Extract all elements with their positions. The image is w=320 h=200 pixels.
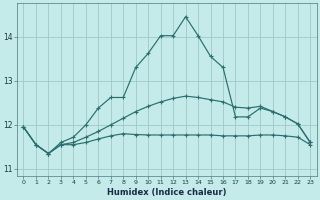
X-axis label: Humidex (Indice chaleur): Humidex (Indice chaleur) bbox=[107, 188, 227, 197]
